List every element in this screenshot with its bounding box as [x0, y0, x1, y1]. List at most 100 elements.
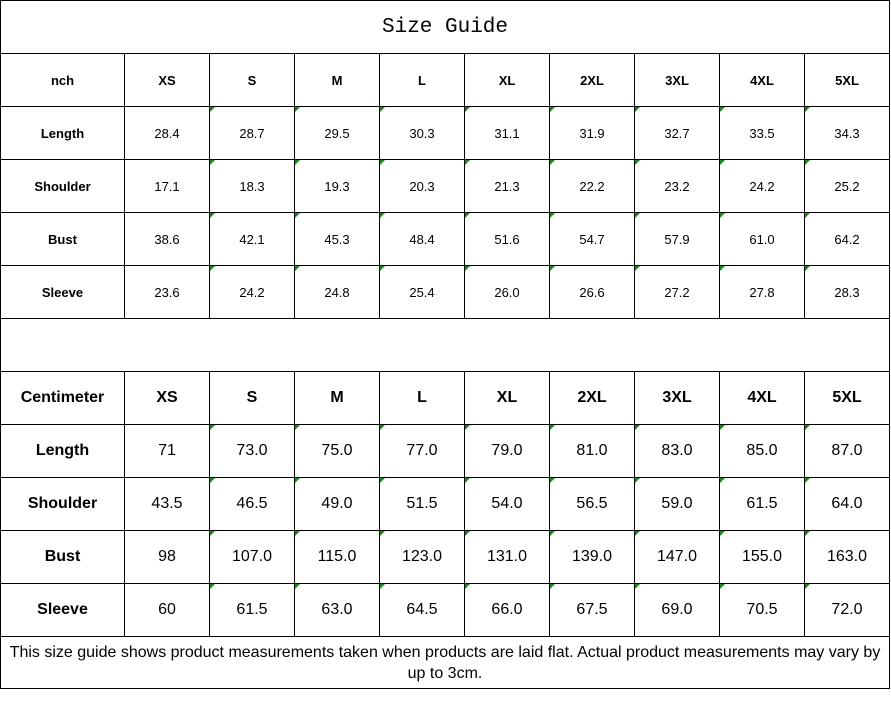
measurement-value: 48.4	[409, 231, 435, 247]
measurement-cell: 43.5	[124, 477, 210, 531]
measurement-value: 46.5	[236, 495, 268, 512]
measurement-value: 98	[158, 548, 176, 565]
cell-marker-icon	[465, 107, 470, 112]
measurement-cell: 147.0	[634, 530, 720, 584]
size-header: 2XL	[549, 53, 635, 107]
measurement-cell: 61.5	[719, 477, 805, 531]
measurement-cell: 155.0	[719, 530, 805, 584]
measurement-value: 24.8	[324, 284, 350, 300]
measurement-value: 28.3	[834, 284, 860, 300]
cell-marker-icon	[550, 425, 555, 430]
measurement-value: 23.2	[664, 178, 690, 194]
measurement-value: 56.5	[576, 495, 608, 512]
cell-marker-icon	[465, 266, 470, 271]
measurement-value: 22.2	[579, 178, 605, 194]
size-header: XL	[464, 53, 550, 107]
measurement-cell: 22.2	[549, 159, 635, 213]
measurement-value: 32.7	[664, 125, 690, 141]
cell-marker-icon	[210, 213, 215, 218]
size-header: M	[294, 371, 380, 425]
cell-marker-icon	[550, 107, 555, 112]
measurement-value: 49.0	[321, 495, 353, 512]
cell-marker-icon	[465, 584, 470, 589]
measurement-cell: 123.0	[379, 530, 465, 584]
measurement-cell: 18.3	[209, 159, 295, 213]
measurement-cell: 66.0	[464, 583, 550, 637]
measurement-value: 72.0	[831, 601, 863, 618]
table-row: Length 71 73.0 75.0 77.0 79.0 81.0 83.0 85.0 87.0	[0, 424, 890, 478]
row-label: Sleeve	[0, 265, 125, 319]
table-row: Sleeve 60 61.5 63.0 64.5 66.0 67.5 69.0 70.5 72.0	[0, 583, 890, 637]
measurement-cell: 31.1	[464, 106, 550, 160]
cell-marker-icon	[635, 478, 640, 483]
size-header: XS	[124, 371, 210, 425]
size-header: L	[379, 53, 465, 107]
measurement-value: 31.9	[579, 125, 605, 141]
cell-marker-icon	[805, 584, 810, 589]
size-header: XS	[124, 53, 210, 107]
cell-marker-icon	[550, 584, 555, 589]
cell-marker-icon	[635, 213, 640, 218]
measurement-value: 83.0	[661, 442, 693, 459]
measurement-value: 75.0	[321, 442, 353, 459]
measurement-cell: 19.3	[294, 159, 380, 213]
cell-marker-icon	[720, 160, 725, 165]
spacer-row	[0, 318, 890, 372]
cell-marker-icon	[295, 478, 300, 483]
measurement-value: 163.0	[826, 548, 868, 565]
measurement-cell: 48.4	[379, 212, 465, 266]
cell-marker-icon	[805, 478, 810, 483]
cell-marker-icon	[550, 478, 555, 483]
measurement-value: 23.6	[154, 284, 180, 300]
measurement-cell: 23.2	[634, 159, 720, 213]
measurement-value: 87.0	[831, 442, 863, 459]
measurement-value: 34.3	[834, 125, 860, 141]
table-row: Bust 98 107.0 115.0 123.0 131.0 139.0 147.0 155.…	[0, 530, 890, 584]
cell-marker-icon	[210, 266, 215, 271]
cell-marker-icon	[210, 425, 215, 430]
size-header: M	[294, 53, 380, 107]
measurement-cell: 73.0	[209, 424, 295, 478]
cell-marker-icon	[295, 266, 300, 271]
measurement-cell: 46.5	[209, 477, 295, 531]
measurement-value: 79.0	[491, 442, 523, 459]
cell-marker-icon	[720, 213, 725, 218]
measurement-value: 61.0	[749, 231, 775, 247]
page-title: Size Guide	[0, 0, 890, 54]
measurement-value: 66.0	[491, 601, 523, 618]
measurement-cell: 131.0	[464, 530, 550, 584]
measurement-cell: 67.5	[549, 583, 635, 637]
measurement-cell: 51.5	[379, 477, 465, 531]
measurement-cell: 24.8	[294, 265, 380, 319]
measurement-value: 21.3	[494, 178, 520, 194]
measurement-value: 107.0	[231, 548, 273, 565]
cell-marker-icon	[635, 584, 640, 589]
measurement-value: 85.0	[746, 442, 778, 459]
measurement-value: 51.6	[494, 231, 520, 247]
measurement-value: 70.5	[746, 601, 778, 618]
cell-marker-icon	[720, 478, 725, 483]
cell-marker-icon	[465, 160, 470, 165]
cell-marker-icon	[720, 425, 725, 430]
measurement-value: 20.3	[409, 178, 435, 194]
cell-marker-icon	[295, 584, 300, 589]
note-row: This size guide shows product measuremen…	[0, 636, 890, 689]
unit-header: nch	[0, 53, 125, 107]
measurement-value: 67.5	[576, 601, 608, 618]
unit-header: Centimeter	[0, 371, 125, 425]
row-label: Sleeve	[0, 583, 125, 637]
row-label: Bust	[0, 212, 125, 266]
measurement-cell: 139.0	[549, 530, 635, 584]
cell-marker-icon	[805, 531, 810, 536]
cell-marker-icon	[635, 160, 640, 165]
cell-marker-icon	[805, 107, 810, 112]
measurement-value: 123.0	[401, 548, 443, 565]
measurement-cell: 85.0	[719, 424, 805, 478]
measurement-cell: 31.9	[549, 106, 635, 160]
cell-marker-icon	[550, 266, 555, 271]
measurement-value: 27.8	[749, 284, 775, 300]
measurement-value: 81.0	[576, 442, 608, 459]
measurement-cell: 23.6	[124, 265, 210, 319]
size-header: 4XL	[719, 53, 805, 107]
measurement-cell: 49.0	[294, 477, 380, 531]
